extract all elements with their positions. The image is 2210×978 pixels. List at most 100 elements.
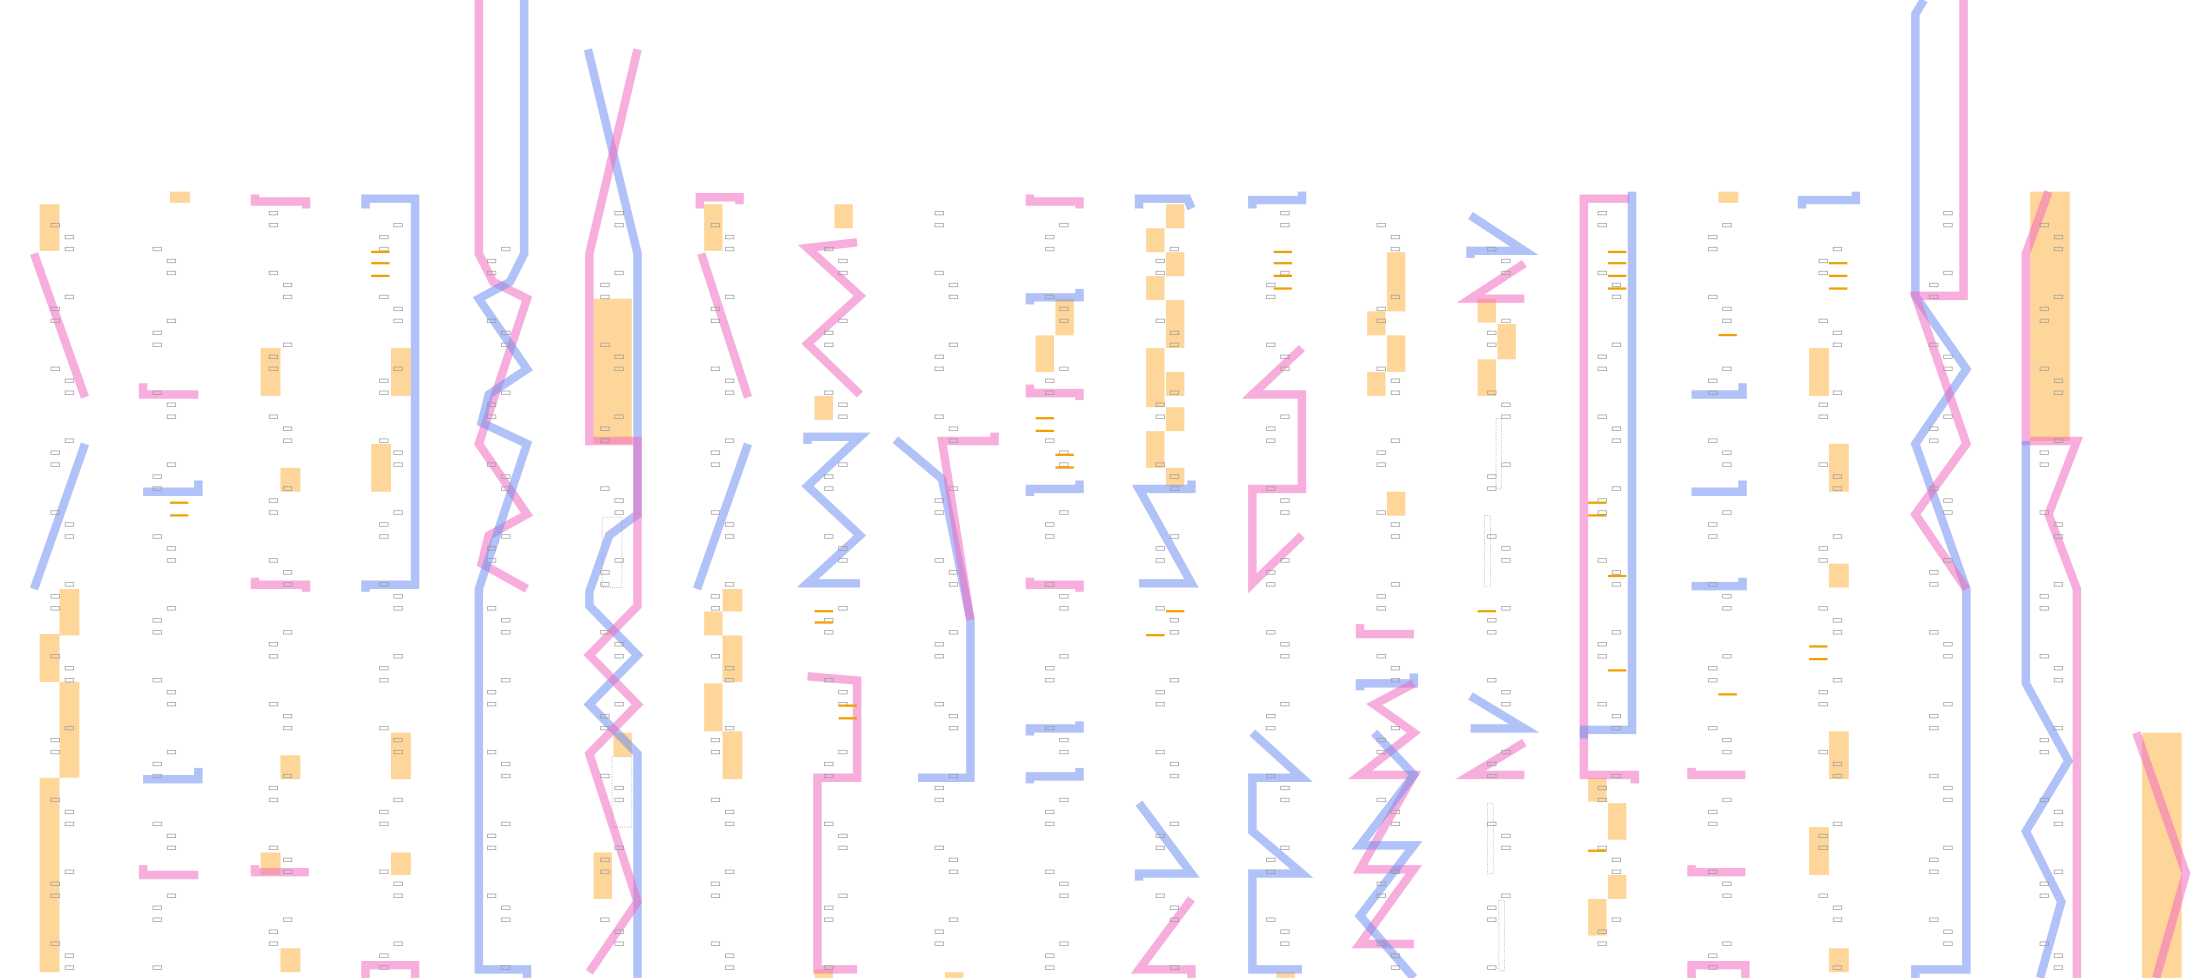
station-mark <box>2039 366 2049 371</box>
station-mark <box>824 965 834 970</box>
station-mark <box>1390 438 1401 443</box>
station-mark <box>724 725 735 731</box>
station-mark <box>282 426 293 431</box>
station-mark <box>2053 821 2064 827</box>
station-mark <box>1280 366 1290 371</box>
station-mark <box>486 414 497 419</box>
station-mark <box>1045 953 1055 958</box>
platform-block <box>1718 191 1739 203</box>
signal-tick <box>1607 669 1627 672</box>
platform-block <box>1386 491 1406 516</box>
station-mark <box>1390 965 1401 970</box>
station-mark <box>1155 558 1165 563</box>
station-mark <box>393 366 403 371</box>
platform-block <box>1386 335 1406 372</box>
platform-block <box>1588 898 1607 936</box>
station-mark <box>486 606 497 611</box>
station-mark <box>1390 582 1401 587</box>
station-mark <box>501 330 511 335</box>
platform-block <box>722 635 743 682</box>
track-line <box>1355 624 1414 639</box>
station-mark <box>1376 462 1386 467</box>
station-mark <box>50 881 60 886</box>
station-mark <box>1266 725 1276 731</box>
station-mark <box>824 342 834 347</box>
station-mark <box>948 294 959 300</box>
station-mark <box>1280 941 1290 946</box>
station-mark <box>948 342 959 347</box>
station-mark <box>710 893 721 898</box>
track-line <box>1691 480 1747 496</box>
station-mark <box>64 953 75 958</box>
station-mark <box>1045 869 1055 874</box>
station-mark <box>50 737 60 743</box>
station-mark <box>614 366 624 371</box>
station-mark <box>1501 462 1511 467</box>
station-mark <box>501 761 511 767</box>
station-mark <box>614 210 624 216</box>
station-mark <box>1280 702 1290 707</box>
station-mark <box>1266 570 1276 575</box>
station-mark <box>614 414 624 419</box>
station-mark <box>1818 845 1828 850</box>
station-mark <box>1929 773 1939 779</box>
station-mark <box>838 414 848 419</box>
station-mark <box>1059 941 1069 946</box>
station-mark <box>152 390 162 395</box>
station-mark <box>152 474 162 479</box>
station-mark <box>166 258 177 264</box>
station-mark <box>1501 690 1511 695</box>
station-mark <box>838 749 848 755</box>
station-mark <box>614 498 624 503</box>
station-mark <box>1487 965 1497 970</box>
station-mark <box>393 318 403 324</box>
station-mark <box>1722 450 1732 455</box>
station-mark <box>1059 797 1069 803</box>
station-mark <box>1597 366 1607 371</box>
signal-tick <box>814 621 834 624</box>
station-mark <box>614 642 624 647</box>
station-mark <box>1169 474 1180 479</box>
signal-tick <box>1273 262 1293 265</box>
station-mark <box>501 678 511 683</box>
station-mark <box>152 618 162 623</box>
station-mark <box>1722 510 1732 515</box>
station-mark <box>1169 390 1180 395</box>
station-mark <box>1597 270 1607 276</box>
station-mark <box>1376 881 1386 886</box>
track-line <box>1248 729 1314 974</box>
station-mark <box>486 462 497 467</box>
station-mark <box>1832 917 1843 922</box>
station-mark <box>1818 414 1828 419</box>
track-line <box>1797 191 1861 209</box>
station-mark <box>393 462 403 467</box>
track-line <box>2021 190 2084 978</box>
station-mark <box>1169 905 1180 910</box>
platform-block <box>280 467 301 492</box>
signal-tick <box>1165 610 1185 613</box>
station-mark <box>393 222 403 228</box>
station-mark <box>614 558 624 563</box>
station-mark <box>282 486 293 491</box>
station-mark <box>50 606 60 611</box>
station-mark <box>486 690 497 695</box>
station-mark <box>50 594 60 599</box>
station-mark <box>393 654 403 659</box>
track-line <box>693 442 753 591</box>
station-mark <box>600 486 610 491</box>
station-mark <box>1943 222 1953 228</box>
platform-block <box>1165 371 1185 396</box>
track-line <box>1025 721 1084 736</box>
station-mark <box>2039 462 2049 467</box>
station-mark <box>1487 390 1497 395</box>
station-mark <box>64 246 75 252</box>
station-mark <box>614 702 624 707</box>
station-mark <box>1169 342 1180 347</box>
station-mark <box>2053 582 2064 587</box>
station-mark <box>2039 318 2049 324</box>
station-mark <box>50 654 60 659</box>
station-mark <box>1708 809 1718 815</box>
station-mark <box>166 558 177 563</box>
signal-tick <box>1607 250 1627 254</box>
station-mark <box>152 905 162 910</box>
